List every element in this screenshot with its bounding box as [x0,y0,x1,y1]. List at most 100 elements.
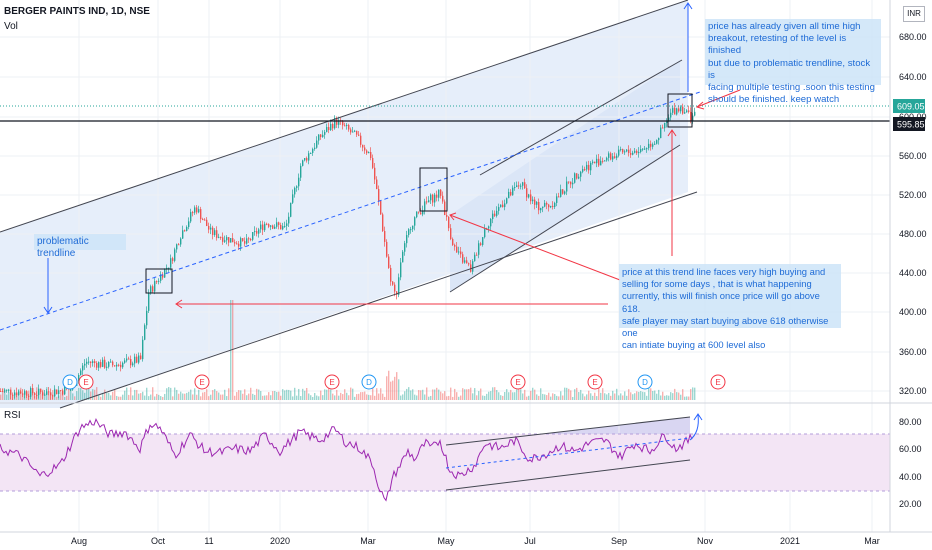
currency-badge[interactable]: INR [903,6,925,22]
candle-body [432,194,434,203]
volume-bar [580,389,582,400]
dividend-marker[interactable]: D [62,374,78,390]
volume-bar [332,393,334,400]
time-axis[interactable]: Aug Oct 11 2020 Mar May Jul Sep Nov 2021 Mar [71,536,880,546]
candle-body [580,171,582,177]
candle-body [338,120,340,125]
outer-channel-bottom-line[interactable] [59,191,698,409]
candle-body [348,124,350,130]
candle-body [346,124,348,126]
highlight-box-apr[interactable] [419,167,448,212]
candle-body [136,356,138,363]
volume-bar [182,393,184,400]
candle-body [214,230,216,235]
volume-bar [472,393,474,400]
candle-body [252,232,254,240]
volume-bar [352,388,354,400]
rsi-channel-top[interactable] [445,416,691,446]
outer-channel-top-line[interactable] [0,0,689,233]
volume-bar [158,394,160,400]
candle-body [300,165,302,178]
highlight-box-oct-2020[interactable] [667,93,693,128]
candle-body [292,194,294,203]
candle-body [158,280,160,282]
top-right-note[interactable]: price has already given all time high br… [705,19,881,105]
problematic-arrow[interactable] [43,258,53,314]
candle-body [408,229,410,236]
candle-body [430,194,432,201]
rsi-channel-mid[interactable] [445,437,691,469]
volume-bar [470,387,472,400]
volume-label[interactable]: Vol [4,21,18,32]
volume-bar [330,389,332,400]
volume-bar [306,387,308,400]
volume-bar [606,394,608,400]
volume-bar [370,395,372,400]
volume-bar [428,396,430,400]
candle-body [552,205,554,208]
problematic-trendline[interactable] [0,91,701,331]
symbol-title[interactable]: BERGER PAINTS IND, 1D, NSE [4,6,150,17]
volume-bar [446,396,448,400]
rsi-axis[interactable]: 80.00 60.00 40.00 20.00 [899,417,922,509]
problematic-trendline-note[interactable]: problematic trendline [34,234,126,259]
earnings-marker[interactable]: E [194,374,210,390]
volume-bar [610,395,612,400]
rsi-label[interactable]: RSI [4,410,21,421]
earnings-marker[interactable]: E [710,374,726,390]
candle-body [540,208,542,211]
price-axis[interactable]: 680.00640.00600.00560.00520.00480.00440.… [899,32,927,396]
volume-bar [180,391,182,400]
volume-bar [602,388,604,400]
red-up-arrow[interactable] [667,129,677,256]
blue-up-arrow[interactable] [683,2,693,92]
candle-body [28,395,30,397]
highlight-box-oct[interactable] [145,268,173,294]
candle-body [636,150,638,154]
volume-bar [540,388,542,400]
volume-bar [672,393,674,400]
candle-body [404,243,406,252]
volume-bar [86,387,88,400]
volume-bar [302,388,304,400]
volume-bar [264,395,266,400]
volume-bar [502,395,504,400]
volume-bar [26,396,28,400]
volume-bar [132,395,134,400]
candle-body [166,267,168,269]
volume-bar [232,300,234,400]
candle-body [424,201,426,211]
inner-channel-bottom-line[interactable] [449,144,681,293]
volume-bar [406,388,408,400]
volume-bar [304,390,306,400]
candle-body [294,187,296,195]
rsi-channel-bottom[interactable] [445,459,691,491]
earnings-marker[interactable]: E [324,374,340,390]
volume-bar [354,396,356,400]
volume-bar [220,394,222,400]
dividend-marker[interactable]: D [637,374,653,390]
red-arrow-to-apr-box[interactable] [449,212,621,281]
earnings-marker[interactable]: E [510,374,526,390]
rsi-up-arrow[interactable] [689,413,703,441]
candle-body [596,158,598,164]
candle-body [426,201,428,203]
candle-body [20,391,22,394]
outer-channel[interactable] [0,0,688,408]
earnings-marker[interactable]: E [78,374,94,390]
candle-body [610,153,612,160]
time-tick: May [437,536,455,546]
candle-body [326,127,328,132]
earnings-marker[interactable]: E [587,374,603,390]
volume-bar [340,392,342,400]
candle-body [460,251,462,255]
bottom-right-note[interactable]: price at this trend line faces very high… [619,264,841,350]
red-horizontal-arrow[interactable] [175,299,608,309]
dividend-marker[interactable]: D [361,374,377,390]
volume-bar [110,395,112,400]
volume-bar [400,395,402,400]
red-pointer-arrow[interactable] [695,89,741,110]
candle-body [456,246,458,253]
